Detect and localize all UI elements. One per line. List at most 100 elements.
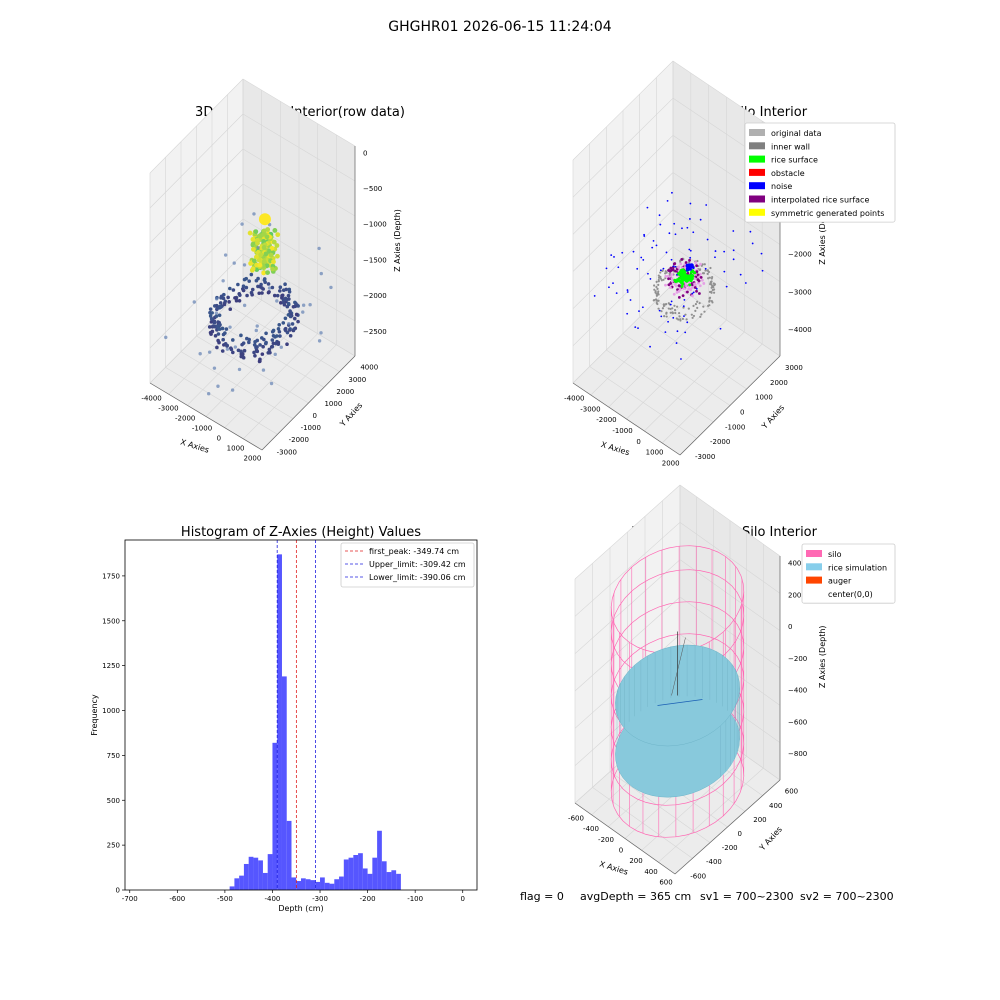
histogram-bar bbox=[305, 879, 311, 890]
legend-swatch bbox=[806, 550, 822, 557]
point bbox=[258, 213, 271, 226]
point bbox=[725, 285, 728, 288]
point bbox=[673, 222, 676, 225]
histogram-bar bbox=[239, 875, 244, 890]
point bbox=[681, 274, 685, 278]
point bbox=[714, 256, 716, 259]
point bbox=[226, 295, 230, 300]
z-tick-label: −1000 bbox=[363, 221, 387, 229]
point bbox=[678, 279, 682, 283]
x-tick-label: 0 bbox=[460, 895, 464, 903]
point bbox=[663, 315, 666, 318]
point bbox=[209, 320, 214, 324]
point bbox=[258, 359, 262, 363]
legend-label: inner wall bbox=[771, 142, 810, 151]
point bbox=[245, 293, 249, 298]
point bbox=[164, 335, 168, 340]
x-axis-label: X Axies bbox=[598, 859, 629, 876]
point bbox=[257, 291, 261, 296]
point bbox=[640, 256, 643, 259]
point bbox=[702, 282, 706, 285]
point bbox=[293, 304, 298, 309]
point bbox=[617, 266, 620, 269]
flag-text: flag = 0 bbox=[520, 890, 564, 903]
point bbox=[698, 284, 702, 288]
point bbox=[629, 299, 632, 301]
point bbox=[666, 199, 669, 202]
point bbox=[655, 244, 658, 247]
legend-swatch bbox=[806, 563, 822, 571]
point bbox=[723, 270, 726, 273]
point bbox=[271, 259, 276, 265]
point bbox=[675, 342, 678, 344]
x-tick-label: -2000 bbox=[596, 416, 616, 424]
point bbox=[684, 282, 688, 286]
point bbox=[669, 282, 672, 285]
point bbox=[673, 308, 677, 312]
point bbox=[691, 265, 694, 269]
point bbox=[308, 303, 312, 307]
point bbox=[268, 252, 274, 258]
point bbox=[710, 283, 713, 286]
point bbox=[739, 273, 742, 276]
point bbox=[691, 292, 694, 295]
point bbox=[723, 250, 726, 253]
histogram-bar bbox=[386, 872, 392, 890]
point bbox=[283, 282, 287, 287]
point bbox=[698, 272, 702, 276]
plot-3d-simulation: 3D simulation of Silo Interior-600-400-2… bbox=[568, 484, 896, 886]
histogram-bar bbox=[277, 554, 282, 890]
point bbox=[253, 353, 257, 358]
point bbox=[269, 245, 275, 251]
legend-label: symmetric generated points bbox=[771, 209, 884, 218]
point bbox=[261, 245, 267, 250]
point bbox=[225, 347, 230, 351]
point bbox=[222, 301, 227, 305]
point bbox=[641, 306, 644, 309]
grid-line bbox=[149, 78, 244, 174]
point bbox=[688, 248, 691, 251]
point bbox=[689, 249, 692, 252]
point bbox=[230, 388, 235, 392]
y-tick-label: 0 bbox=[738, 830, 742, 838]
x-axis-line bbox=[572, 382, 681, 456]
point bbox=[708, 304, 711, 307]
point bbox=[667, 277, 670, 281]
x-tick-label: 0 bbox=[217, 435, 221, 443]
point bbox=[685, 263, 689, 267]
point bbox=[694, 303, 698, 306]
y-tick-label: 1250 bbox=[102, 662, 120, 670]
point bbox=[696, 300, 699, 303]
point bbox=[213, 334, 218, 338]
point bbox=[646, 206, 649, 209]
point bbox=[710, 290, 713, 293]
point bbox=[665, 315, 668, 318]
point bbox=[691, 316, 694, 319]
grid-line bbox=[149, 288, 244, 384]
point bbox=[278, 285, 283, 289]
point bbox=[697, 279, 701, 283]
point bbox=[695, 270, 699, 274]
point bbox=[668, 232, 671, 235]
point bbox=[643, 235, 646, 237]
point bbox=[255, 345, 259, 349]
point bbox=[241, 284, 246, 288]
y-tick-label: 200 bbox=[753, 816, 766, 824]
y-tick-label: 0 bbox=[313, 412, 317, 420]
point bbox=[685, 318, 688, 321]
point bbox=[272, 228, 278, 233]
point bbox=[667, 320, 669, 323]
point bbox=[657, 274, 660, 277]
point bbox=[221, 279, 225, 283]
histogram-bar bbox=[372, 857, 378, 890]
point bbox=[674, 284, 678, 288]
point bbox=[680, 257, 684, 261]
point bbox=[695, 287, 698, 290]
histogram-bar bbox=[396, 873, 401, 890]
point bbox=[667, 307, 670, 310]
point bbox=[275, 293, 280, 298]
point bbox=[751, 242, 754, 245]
point bbox=[657, 307, 660, 310]
point bbox=[267, 286, 272, 290]
grid-line bbox=[574, 484, 681, 580]
